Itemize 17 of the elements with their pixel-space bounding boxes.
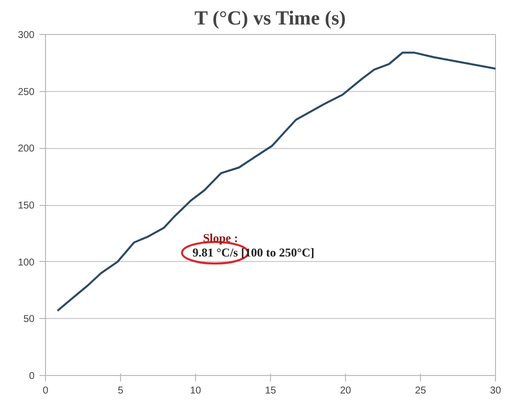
y-tick-label: 100 bbox=[18, 257, 35, 268]
x-tick-label: 30 bbox=[490, 386, 502, 396]
line-series bbox=[56, 52, 496, 312]
chart-title: T (°C) vs Time (s) bbox=[194, 8, 346, 30]
x-tick-label: 15 bbox=[264, 386, 276, 396]
y-tick-label: 50 bbox=[23, 314, 35, 326]
x-tick-label: 25 bbox=[414, 386, 426, 396]
annotation: Slope : bbox=[203, 230, 238, 245]
y-tick-label: 200 bbox=[18, 144, 35, 155]
y-tick-label: 300 bbox=[18, 30, 35, 41]
y-tick-label: 0 bbox=[28, 371, 35, 382]
y-tick-label: 250 bbox=[18, 86, 35, 98]
x-tick-label: 10 bbox=[190, 386, 202, 396]
x-tick-label: 5 bbox=[118, 386, 124, 396]
x-tick-label: 20 bbox=[340, 386, 352, 396]
y-tick-label: 150 bbox=[18, 200, 35, 212]
x-tick-label: 0 bbox=[42, 386, 49, 396]
